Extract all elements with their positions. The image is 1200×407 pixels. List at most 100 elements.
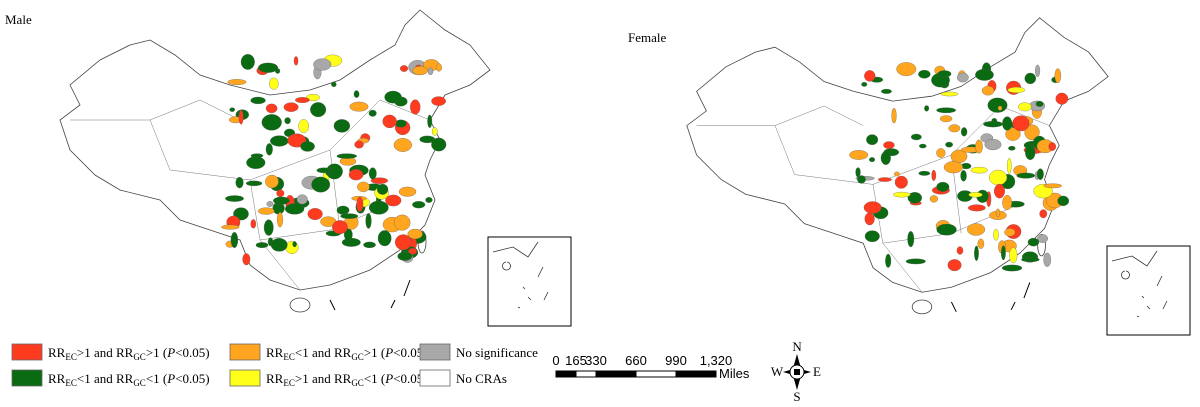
region — [869, 157, 875, 163]
region — [368, 109, 377, 117]
legend-label-part: P — [384, 371, 393, 386]
region — [937, 70, 952, 78]
region — [907, 192, 922, 204]
legend-swatch — [11, 343, 43, 361]
region — [382, 114, 397, 129]
region — [284, 117, 291, 125]
region — [412, 65, 428, 76]
region — [1007, 86, 1026, 93]
region — [332, 220, 348, 234]
region — [407, 228, 423, 240]
region — [292, 241, 297, 248]
region — [238, 110, 244, 125]
region — [918, 170, 931, 176]
legend-label: RREC>1 and RRGC<1 (P<0.05) — [266, 371, 428, 388]
region — [227, 79, 247, 85]
legend-label-part: <0.05) — [175, 371, 209, 386]
region — [298, 119, 309, 134]
region — [340, 213, 359, 219]
region — [400, 65, 409, 72]
legend-swatch — [229, 343, 261, 361]
region — [861, 82, 868, 87]
region — [410, 99, 421, 115]
region — [431, 137, 447, 152]
region — [341, 238, 361, 247]
region — [246, 156, 266, 169]
region — [230, 232, 239, 248]
region — [250, 153, 264, 158]
region — [924, 105, 930, 112]
legend-label-part: RR — [266, 345, 284, 360]
region — [968, 204, 986, 212]
legend-label-part: P — [166, 345, 175, 360]
region — [893, 191, 911, 198]
legend-label-part: >1 and RR — [295, 371, 352, 386]
region — [995, 208, 1001, 218]
region — [273, 196, 290, 205]
region — [893, 171, 900, 177]
region — [1054, 68, 1062, 84]
compass-label: E — [813, 364, 821, 379]
region — [877, 177, 892, 182]
compass-label: S — [793, 389, 800, 404]
legend-label-part: RR — [48, 345, 66, 360]
region — [967, 223, 986, 236]
legend-swatch — [419, 369, 451, 387]
legend-label-part: >1 ( — [146, 345, 167, 360]
region — [1007, 158, 1012, 174]
legend-label-part: <1 and RR — [77, 371, 134, 386]
map-male — [59, 9, 572, 327]
region — [881, 88, 892, 94]
region — [427, 114, 433, 128]
region — [896, 62, 917, 77]
region — [945, 141, 953, 148]
legend-label-part: EC — [65, 378, 77, 388]
region — [393, 214, 411, 231]
region — [242, 253, 251, 266]
region — [293, 56, 299, 66]
region — [333, 119, 351, 133]
region — [427, 67, 434, 76]
region — [431, 96, 446, 106]
region — [864, 230, 880, 243]
region — [891, 107, 897, 124]
region — [265, 103, 278, 114]
region — [960, 170, 967, 182]
region — [270, 135, 289, 147]
region — [975, 139, 983, 154]
scale-label: 990 — [665, 353, 687, 368]
legend-label-part: EC — [283, 352, 295, 362]
region — [1043, 252, 1052, 267]
region — [948, 124, 961, 133]
region — [265, 143, 273, 156]
region — [983, 121, 1003, 128]
region — [265, 174, 279, 189]
region — [353, 90, 360, 98]
region — [866, 134, 879, 145]
scale-label: 660 — [625, 353, 647, 368]
legend-swatch — [419, 343, 451, 361]
region — [240, 54, 255, 70]
region — [250, 219, 257, 229]
region — [1008, 145, 1016, 151]
legend-label: RREC>1 and RRGC>1 (P<0.05) — [48, 345, 210, 362]
region — [960, 127, 968, 137]
scale-unit: Miles — [719, 366, 750, 381]
region — [880, 151, 891, 165]
region — [936, 107, 956, 113]
region — [1055, 92, 1069, 105]
region — [300, 141, 315, 152]
region — [919, 143, 927, 149]
legend-label: RREC<1 and RRGC<1 (P<0.05) — [48, 371, 210, 388]
region — [931, 169, 937, 181]
region — [1004, 228, 1016, 237]
region — [363, 241, 376, 249]
region — [384, 90, 402, 104]
region — [368, 200, 389, 215]
compass-label: N — [792, 339, 802, 354]
region — [864, 212, 875, 226]
region — [270, 238, 288, 252]
region — [994, 183, 1005, 199]
region — [307, 208, 323, 220]
